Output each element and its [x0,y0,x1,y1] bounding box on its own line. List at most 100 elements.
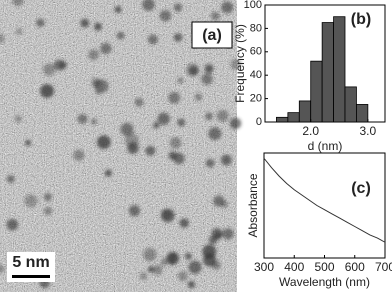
particle [6,218,19,231]
panel-label-box [191,21,233,49]
particle [229,117,242,130]
particle [157,112,170,125]
particle [147,34,158,45]
particle [177,118,186,127]
particle [96,135,111,150]
particle [43,193,52,202]
particle [177,77,184,84]
y-tick-label: 80 [250,22,262,34]
bar [298,100,312,123]
particle [94,22,102,31]
particle [14,115,23,123]
particle [90,118,98,125]
y-tick-label: 100 [244,0,262,11]
x-tick-label: 500 [314,260,334,274]
particle [134,98,144,107]
panel-label-box [343,177,379,201]
particle [188,260,202,274]
particle [53,59,65,71]
particle [184,252,192,260]
particle [187,280,196,289]
particle [0,33,5,44]
particle [222,228,234,240]
particle [166,251,180,265]
absorbance-line [263,157,386,243]
x-tick-label: 300 [254,260,274,274]
particle [143,248,157,262]
particle [100,42,112,55]
particle [169,137,182,149]
particle [124,133,139,148]
tem-image: (a) 5 nm [0,0,242,292]
x-tick-label: 600 [345,260,365,274]
particle [145,145,156,156]
particle [194,93,203,101]
plot-frame [263,152,386,259]
particle [6,175,15,183]
particle [160,258,168,266]
panel-label: (a) [202,27,222,44]
y-axis-label: Absorbance [246,173,260,237]
particle [114,6,122,13]
particle [94,88,101,95]
y-tick-label: 0 [256,116,262,128]
scale-bar [12,275,50,278]
bar [287,112,300,123]
particle [208,127,222,141]
particle [216,110,229,122]
bar [333,16,346,123]
particle [80,18,90,28]
y-tick-label: 20 [250,93,262,105]
particle [73,149,85,161]
particle [43,206,53,216]
particle [152,264,163,275]
particle [88,49,99,61]
particle [153,122,160,129]
particle [25,139,32,146]
x-tick-label: 700 [375,260,392,274]
particle [205,158,215,168]
particle [36,18,45,27]
particles [0,0,242,289]
panel-label: (c) [351,180,371,197]
particle [77,113,88,124]
particle [173,3,183,12]
x-tick-label: 3.0 [360,124,377,138]
bar [356,104,369,123]
particle [208,235,218,245]
panel-label: (b) [351,11,371,28]
particle [15,28,23,35]
x-axis-label: d (nm) [308,139,343,153]
particle [142,0,155,11]
particle [12,0,24,6]
bar [310,60,323,123]
particle [104,169,112,177]
particle [0,264,5,274]
y-tick-label: 40 [250,69,262,81]
particle [40,84,55,98]
particle [159,9,172,22]
particle [230,58,242,70]
particle [210,11,220,21]
particle [201,73,213,85]
particle [173,33,183,42]
particle [139,272,148,280]
particle [205,112,214,121]
particle [186,63,200,77]
particle [179,218,190,228]
particle [128,205,141,217]
particle [24,194,38,208]
particle [177,271,188,282]
tem-background [0,0,237,292]
bar [276,116,289,123]
particle [91,78,101,88]
particle [116,31,125,40]
particle [161,208,172,220]
x-axis-label: Wavelength (nm) [279,275,370,289]
y-axis-label: Frequency (%) [233,24,247,103]
particle [204,64,214,74]
y-tick-label: 60 [250,46,262,58]
particle [42,63,56,76]
particle [120,122,134,136]
